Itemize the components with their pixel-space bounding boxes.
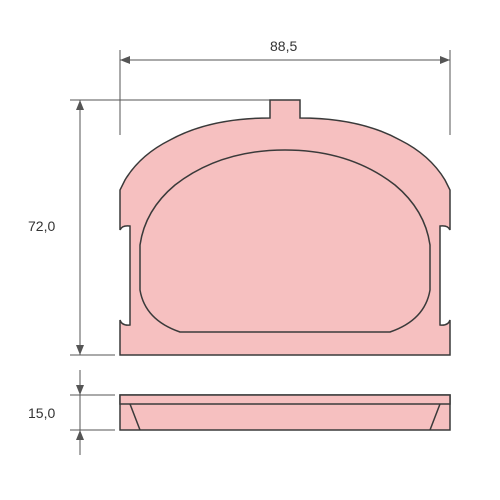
dim-thickness-label: 15,0 (28, 405, 55, 421)
brake-pad-side (120, 395, 450, 430)
dim-height-label: 72,0 (28, 218, 55, 234)
technical-drawing (0, 0, 500, 500)
dim-thickness (70, 370, 115, 455)
dim-width-label: 88,5 (270, 38, 297, 54)
brake-pad-front (120, 100, 450, 355)
